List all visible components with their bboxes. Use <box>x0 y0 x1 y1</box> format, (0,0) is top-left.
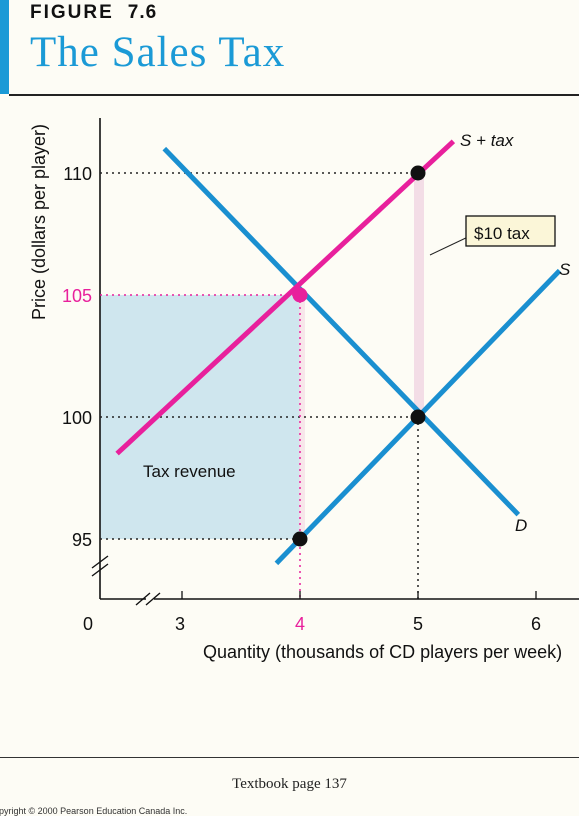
y-tick-label-110: 110 <box>63 164 92 184</box>
point-2 <box>292 287 308 303</box>
y-axis-title: Price (dollars per player) <box>29 124 49 320</box>
figure-label-text: FIGURE <box>30 2 114 23</box>
footer-copyright: opyright © 2000 Pearson Education Canada… <box>0 806 188 816</box>
x-tick-label-6: 6 <box>531 614 541 634</box>
footer-page-reference: Textbook page 137 <box>232 776 347 792</box>
point-4 <box>292 531 308 547</box>
figure-label: FIGURE 7.6 <box>30 2 157 24</box>
tax-revenue-area <box>100 295 300 539</box>
series-label-s: S <box>559 260 571 279</box>
y-tick-label-100: 100 <box>62 408 92 428</box>
tax-annotation-text: $10 tax <box>474 224 530 243</box>
tax-wedge-at-4 <box>299 295 305 539</box>
x-tick-label-0: 0 <box>83 614 93 634</box>
y-axis-break <box>91 555 109 577</box>
tax-annotation-pointer <box>429 235 471 256</box>
tax-annotation-box <box>465 215 556 247</box>
x-axis-break <box>135 592 161 606</box>
point-3 <box>410 409 426 425</box>
point-1 <box>410 165 426 181</box>
header-accent-bar <box>0 0 9 94</box>
series-label-s-plus-tax: S + tax <box>460 131 514 150</box>
demand-line <box>162 146 521 517</box>
tax-wedge-highlight <box>414 173 424 417</box>
tax-revenue-label: Tax revenue <box>143 462 236 481</box>
figure-number: 7.6 <box>127 2 158 23</box>
y-tick-label-95: 95 <box>72 530 92 550</box>
figure-title: The Sales Tax <box>30 29 286 76</box>
x-tick-label-3: 3 <box>175 614 185 634</box>
y-tick-label-105: 105 <box>62 286 92 306</box>
series-label-d: D <box>515 516 527 535</box>
supply-plus-tax-line <box>115 139 456 456</box>
x-tick-label-4: 4 <box>295 614 305 634</box>
footer-rule <box>0 757 579 758</box>
x-axis-title: Quantity (thousands of CD players per we… <box>203 642 562 662</box>
x-tick-label-5: 5 <box>413 614 423 634</box>
header-rule <box>9 94 579 96</box>
